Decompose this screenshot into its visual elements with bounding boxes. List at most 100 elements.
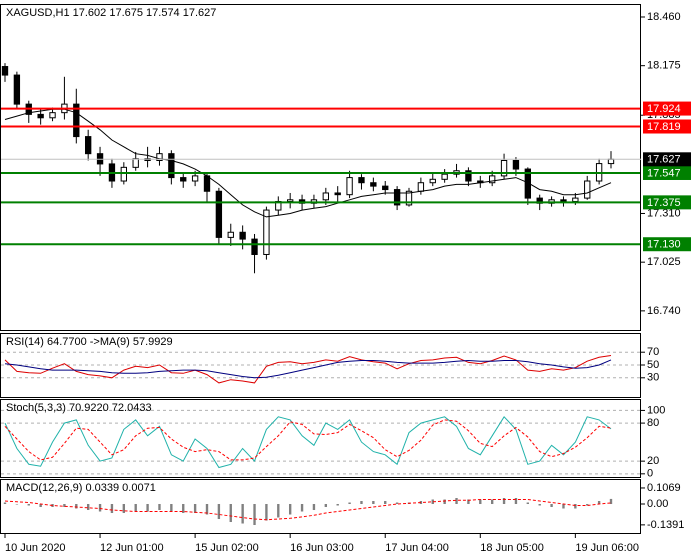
level-label-box	[643, 237, 691, 252]
candle-body	[1, 66, 9, 76]
candle-body	[251, 238, 258, 255]
histogram-bar	[75, 504, 78, 509]
panel-title: MACD(12,26,9) 0.0339 0.0071	[6, 482, 156, 494]
histogram-bar	[265, 504, 268, 521]
indicator-line	[4, 419, 612, 461]
x-tick-label: 18 Jun 05:00	[480, 542, 544, 554]
histogram-bar	[550, 504, 553, 508]
indicator-line	[4, 355, 612, 384]
histogram-bar	[39, 504, 42, 508]
histogram-bar	[360, 501, 363, 505]
x-tick-label: 17 Jun 04:00	[385, 542, 449, 554]
histogram-bar	[597, 501, 601, 505]
histogram-bar	[277, 504, 280, 518]
histogram-bar	[384, 501, 387, 505]
candle-body	[49, 112, 56, 119]
histogram-bar	[15, 504, 19, 505]
candle-body	[382, 185, 389, 191]
histogram-bar	[288, 504, 292, 515]
histogram-bar	[443, 499, 446, 505]
candle-body	[239, 231, 246, 240]
candle-body	[180, 177, 187, 182]
level-label: 17.375	[647, 197, 681, 209]
histogram-bar	[158, 504, 161, 511]
x-tick-label: 12 Jun 01:00	[100, 542, 164, 554]
y-tick-label: 16.740	[647, 305, 681, 317]
y-tick-label: 70	[647, 346, 659, 358]
candle-body	[168, 153, 175, 179]
candle-body	[37, 113, 44, 119]
candle-body	[120, 166, 127, 182]
histogram-bar	[455, 498, 458, 505]
price-label: 17.627	[647, 154, 681, 166]
histogram-bar	[193, 504, 197, 514]
x-tick-label: 19 Jun 06:00	[575, 542, 639, 554]
candle-body	[393, 189, 401, 206]
level-label-box	[643, 195, 691, 210]
y-tick-label: 30	[647, 372, 659, 384]
histogram-bar	[63, 504, 66, 508]
candle-body	[85, 136, 92, 155]
histogram-bar	[348, 502, 351, 505]
level-label: 17.924	[647, 103, 681, 115]
histogram-bar	[146, 504, 149, 512]
panel-frame	[0, 399, 641, 478]
candle-body	[489, 175, 496, 184]
candle-body	[572, 197, 579, 203]
histogram-bar	[134, 504, 137, 512]
histogram-bar	[182, 504, 185, 514]
histogram-bar	[490, 499, 494, 505]
candle-body	[322, 192, 329, 201]
candle-body	[584, 180, 591, 199]
histogram-bar	[526, 502, 530, 505]
candle-body	[500, 160, 508, 177]
x-tick-label: 10 Jun 2020	[5, 542, 66, 554]
signal-line	[4, 499, 612, 521]
panel-frame	[0, 4, 641, 331]
histogram-bar	[609, 498, 613, 505]
y-tick-label: 20	[647, 455, 659, 467]
level-label-box	[643, 101, 691, 116]
histogram-bar	[241, 504, 244, 524]
histogram-bar	[336, 504, 339, 506]
panel-title: RSI(14) 64.7700 ->MA(9) 57.9929	[6, 336, 173, 348]
histogram-bar	[3, 502, 7, 505]
y-tick-label: 0.00	[647, 498, 668, 510]
candle-body	[215, 190, 223, 238]
y-tick-label: 17.025	[647, 256, 681, 268]
candle-body	[560, 199, 567, 203]
y-tick-label: 17.310	[647, 207, 681, 219]
moving-average	[4, 108, 612, 218]
y-tick-label: 18.460	[647, 11, 681, 23]
level-label-box	[643, 165, 691, 180]
y-tick-label: 50	[647, 359, 659, 371]
histogram-bar	[395, 502, 399, 505]
histogram-bar	[502, 498, 506, 505]
histogram-bar	[300, 504, 304, 512]
candle-body	[358, 177, 365, 184]
histogram-bar	[98, 504, 102, 512]
candle-body	[441, 173, 448, 180]
histogram-bar	[324, 504, 328, 508]
histogram-bar	[86, 504, 90, 511]
panel-title: Stoch(5,3,3) 70.9220 72.0433	[6, 402, 152, 414]
histogram-bar	[431, 499, 434, 505]
price-label-box	[643, 152, 691, 167]
candle-body	[607, 158, 615, 165]
candle-body	[263, 209, 270, 255]
histogram-bar	[217, 504, 221, 520]
candle-body	[334, 192, 341, 196]
candle-body	[346, 177, 353, 196]
candle-body	[524, 168, 531, 199]
histogram-bar	[574, 504, 577, 509]
y-tick-label: 100	[647, 404, 665, 416]
histogram-bar	[372, 501, 375, 505]
y-tick-label: 80	[647, 417, 659, 429]
histogram-bar	[562, 504, 565, 509]
histogram-bar	[312, 504, 316, 511]
histogram-bar	[514, 498, 518, 505]
level-label-box	[643, 119, 691, 134]
panel-title: XAGUSD,H1 17.602 17.675 17.574 17.627	[6, 7, 216, 19]
histogram-bar	[170, 504, 173, 512]
candle-body	[132, 158, 139, 168]
